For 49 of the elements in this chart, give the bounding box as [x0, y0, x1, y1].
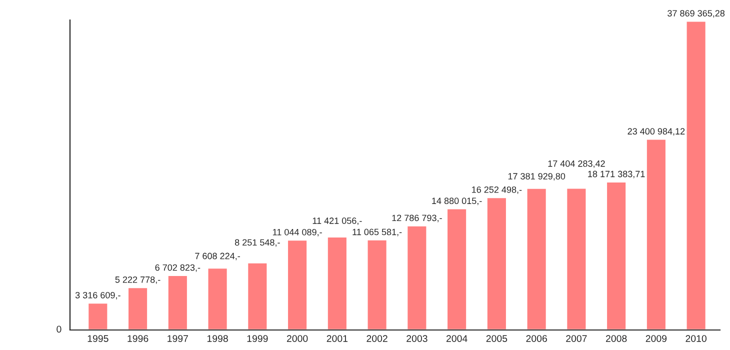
- x-tick-label: 2005: [486, 335, 508, 342]
- x-tick-label: 2000: [286, 335, 308, 342]
- x-tick-label: 1999: [247, 335, 268, 342]
- data-label: 23 400 984,12: [628, 128, 685, 136]
- text: 0: [56, 326, 62, 333]
- bar: [566, 187, 588, 330]
- bar: [646, 138, 667, 330]
- bar: [127, 286, 148, 330]
- x-tick-label: 1996: [128, 335, 148, 342]
- data-label: 37 869 365,28: [668, 10, 725, 18]
- bar: [406, 224, 428, 330]
- data-label: 11 044 089,-: [272, 228, 322, 236]
- data-label: 7 608 224,-: [195, 252, 240, 260]
- x-tick-label: 2002: [366, 335, 388, 342]
- data-label: 18 171 383,71: [588, 170, 645, 178]
- data-label: 3 316 609,-: [75, 292, 120, 300]
- data-label: 12 786 793,-: [392, 214, 442, 222]
- data-label: 6 702 823,-: [155, 264, 200, 272]
- data-label: 11 065 581,-: [352, 228, 402, 236]
- data-label: 17 381 929,80: [508, 173, 566, 181]
- x-tick-label: 2006: [526, 335, 547, 342]
- data-label: 17 404 283,42: [548, 160, 605, 168]
- bar: [526, 188, 548, 330]
- bar: [446, 208, 468, 330]
- x-tick-label: 2010: [686, 335, 707, 342]
- bar: [206, 267, 228, 330]
- bar: [326, 236, 348, 330]
- bar: [87, 302, 109, 330]
- bar: [366, 239, 388, 330]
- data-label: 14 880 015,-: [432, 198, 482, 206]
- x-tick-label: 1995: [88, 335, 108, 342]
- x-tick-label: 2009: [646, 335, 667, 342]
- bar: [286, 239, 308, 330]
- x-tick-label: 2003: [406, 335, 428, 342]
- x-tick-label: 2004: [446, 335, 468, 342]
- x-tick-label: 1997: [168, 335, 188, 342]
- x-tick-label: 1998: [207, 335, 228, 342]
- data-label: 16 252 498,-: [472, 186, 522, 194]
- bar: [685, 20, 707, 330]
- bar: [486, 196, 508, 330]
- data-label: 8 251 548,-: [234, 239, 280, 247]
- data-label: 11 421 056,-: [312, 218, 362, 225]
- bar: [606, 181, 627, 330]
- bar: [167, 274, 188, 330]
- data-label: 5 222 778,-: [115, 276, 160, 284]
- bar: [246, 262, 268, 330]
- x-tick-label: 2007: [566, 335, 587, 342]
- x-tick-label: 2008: [606, 335, 627, 342]
- x-tick-label: 2001: [326, 335, 348, 342]
